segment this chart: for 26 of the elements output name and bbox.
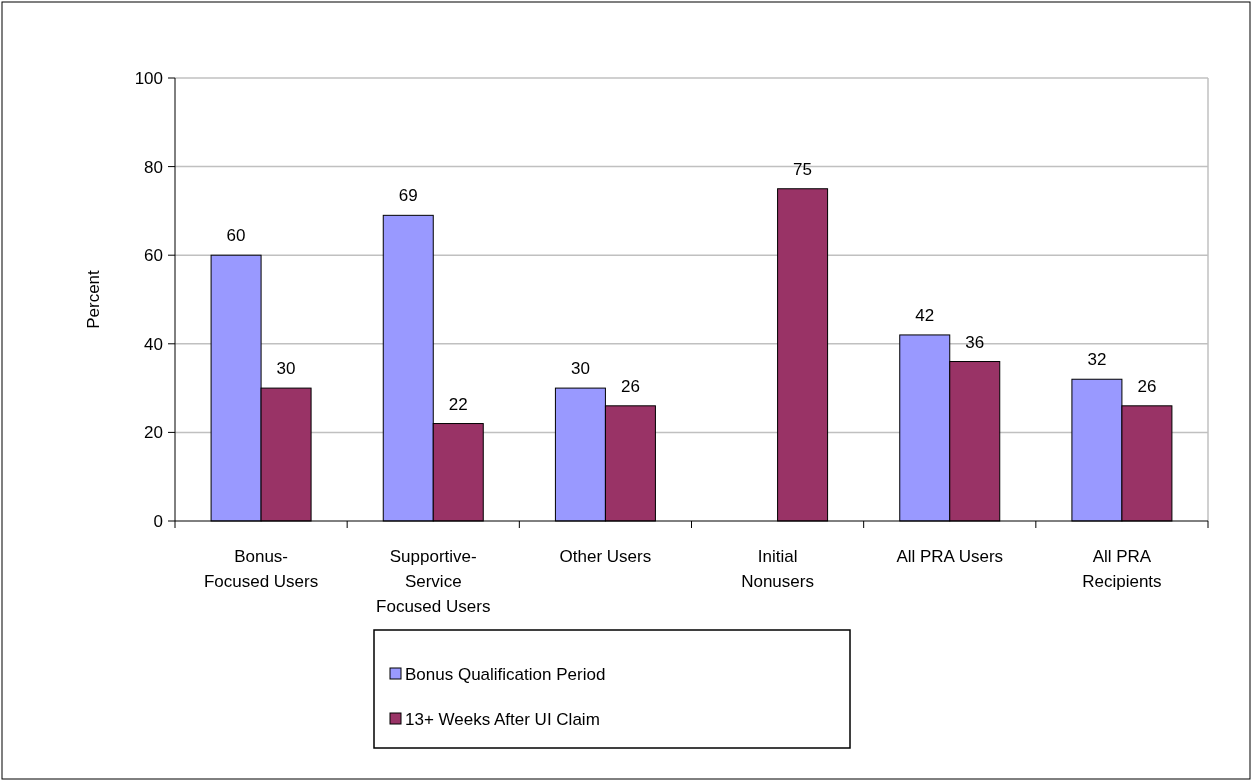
x-tick-label: All PRA Recipients <box>1082 547 1162 591</box>
data-label: 32 <box>1087 350 1107 370</box>
legend-label: 13+ Weeks After UI Claim <box>405 709 600 729</box>
x-tick-label: Bonus- Focused Users <box>203 547 319 591</box>
y-tick-label: 60 <box>144 246 163 266</box>
x-tick-label: All PRA Users <box>896 547 1004 566</box>
legend-label: Bonus Qualification Period <box>405 664 606 684</box>
y-tick-label: 40 <box>144 334 163 354</box>
y-tick-label: 20 <box>144 423 163 443</box>
y-tick-label: 100 <box>134 68 163 88</box>
data-label: 22 <box>448 394 468 414</box>
data-label: 69 <box>398 186 418 206</box>
data-label: 36 <box>965 332 985 352</box>
y-axis-title: Percent <box>84 269 103 329</box>
x-tick-label: Other Users <box>559 547 652 566</box>
data-label: 26 <box>1137 376 1157 396</box>
data-label: 75 <box>793 159 813 179</box>
x-tick-label: Supportive- Service Focused Users <box>376 547 491 616</box>
y-tick-label: 0 <box>153 511 163 531</box>
data-label: 42 <box>915 305 935 325</box>
data-label: 30 <box>276 359 296 379</box>
y-tick-label: 80 <box>144 157 163 177</box>
data-label: 26 <box>620 376 640 396</box>
data-label: 30 <box>570 359 590 379</box>
data-label: 60 <box>226 226 246 246</box>
x-tick-label: Initial Nonusers <box>741 547 814 591</box>
